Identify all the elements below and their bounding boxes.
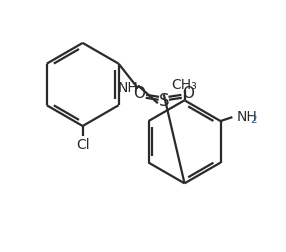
Text: O: O (133, 85, 145, 101)
Text: S: S (158, 92, 169, 110)
Text: Cl: Cl (76, 137, 90, 151)
Text: CH₃: CH₃ (172, 78, 197, 92)
Text: O: O (182, 85, 194, 101)
Text: NH: NH (118, 81, 138, 95)
Text: NH: NH (236, 110, 257, 124)
Text: 2: 2 (250, 115, 257, 124)
